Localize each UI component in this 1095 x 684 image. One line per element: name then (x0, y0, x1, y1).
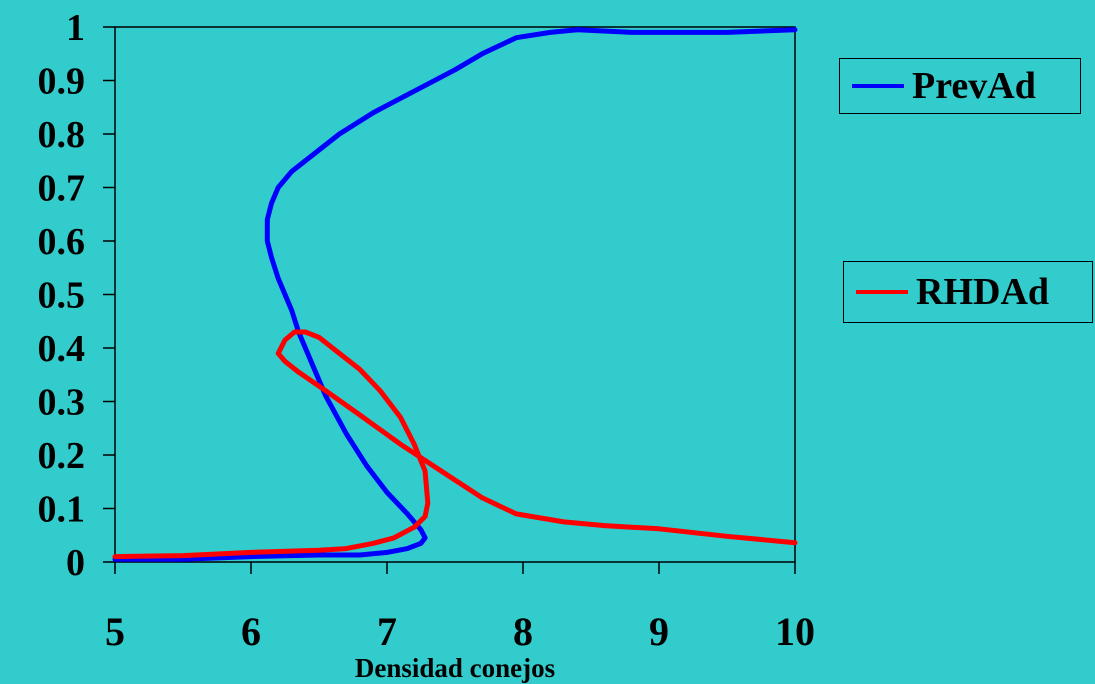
x-tick-label: 9 (649, 609, 669, 654)
legend-item-rhdad: RHDAd (843, 261, 1093, 323)
legend-swatch-prevad (852, 84, 904, 88)
y-tick-label: 0.1 (38, 489, 86, 531)
x-tick-label: 8 (513, 609, 533, 654)
y-tick-label: 0.4 (38, 328, 86, 370)
legend-item-prevad: PrevAd (839, 58, 1081, 114)
y-tick-label: 0.9 (38, 61, 86, 103)
x-tick-label: 7 (377, 609, 397, 654)
legend-label-rhdad: RHDAd (916, 271, 1050, 313)
legend-label-prevad: PrevAd (912, 65, 1036, 107)
y-tick-label: 0.6 (38, 221, 86, 263)
legend-swatch-rhdad (856, 290, 908, 294)
y-tick-label: 0.3 (38, 382, 86, 424)
x-tick-label: 10 (775, 609, 815, 654)
y-tick-label: 0 (66, 542, 85, 584)
y-tick-label: 0.2 (38, 435, 86, 477)
x-tick-label: 5 (105, 609, 125, 654)
y-tick-label: 1 (66, 7, 85, 49)
x-axis-label: Densidad conejos (355, 653, 555, 683)
y-axis: 0 0.1 0.2 0.3 0.4 0.5 0.6 0.7 0.8 0.9 1 (38, 7, 115, 584)
x-axis: 5 6 7 8 9 10 (105, 562, 815, 654)
series-layer (112, 27, 798, 562)
y-tick-label: 0.7 (38, 168, 86, 210)
y-tick-label: 0.5 (38, 275, 86, 317)
y-tick-label: 0.8 (38, 114, 86, 156)
series-line-prevad (112, 27, 798, 562)
series-line-rhdad (112, 329, 798, 560)
x-tick-label: 6 (241, 609, 261, 654)
